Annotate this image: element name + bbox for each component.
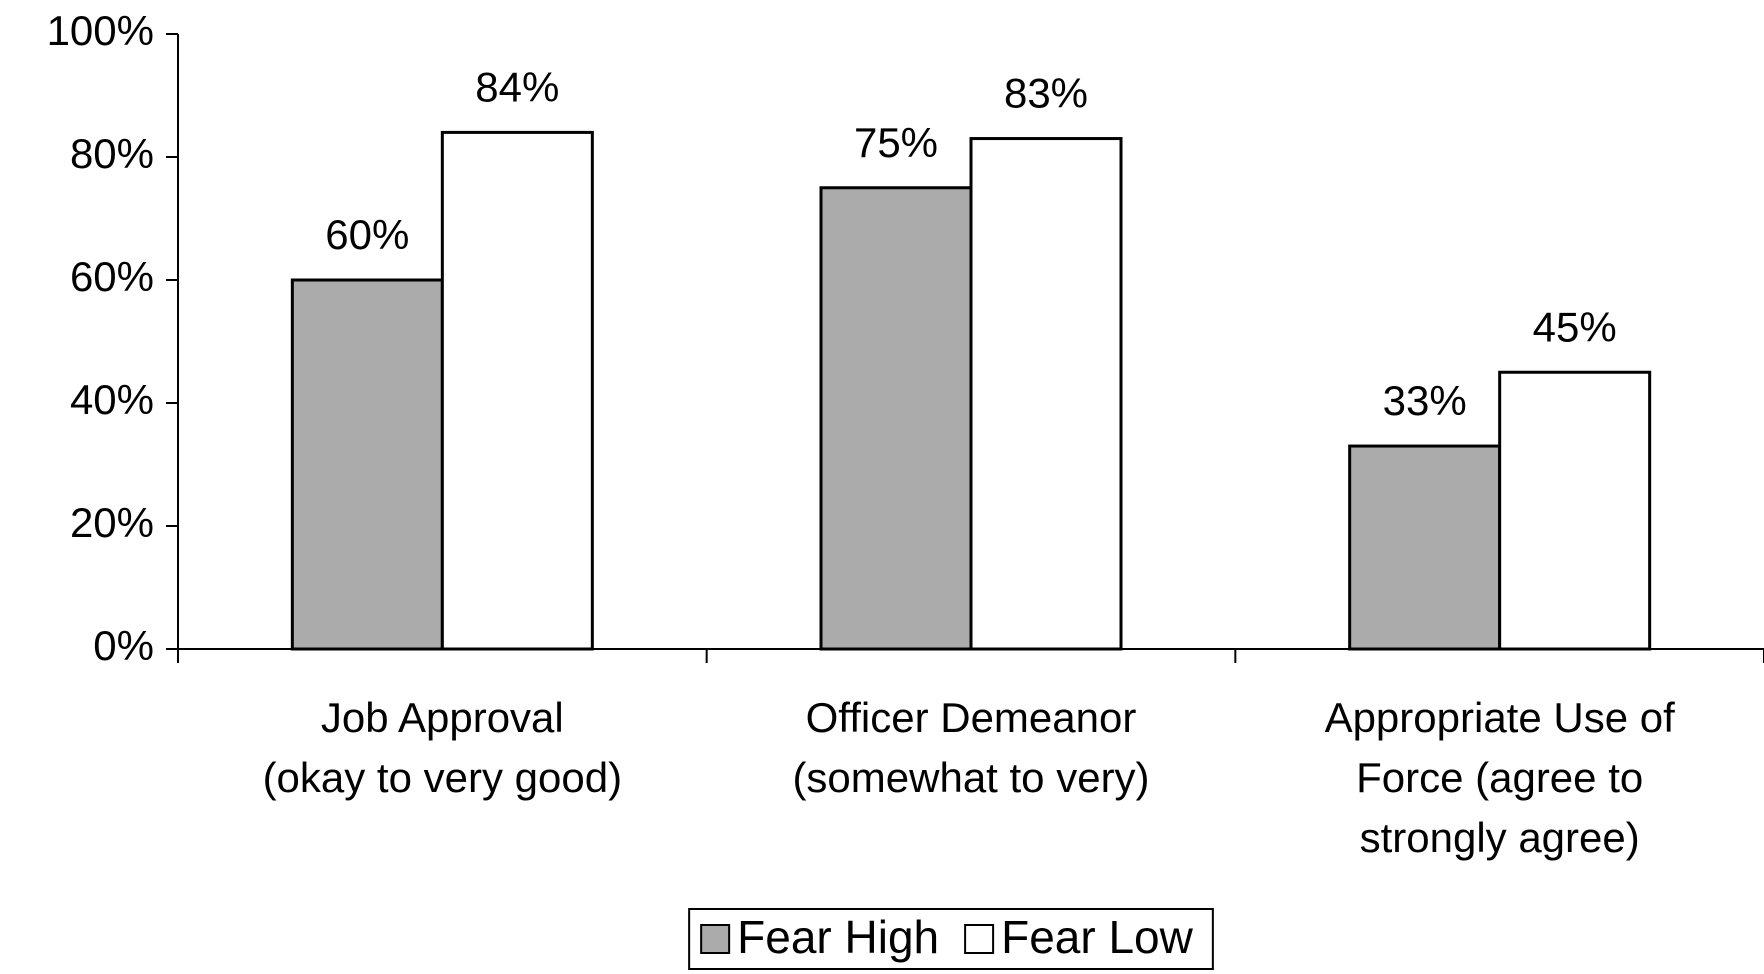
x-tick-label: Appropriate Use of Force (agree to strongl… (1325, 694, 1676, 861)
data-label: 60% (325, 211, 409, 258)
y-tick-label: 100% (47, 7, 154, 54)
data-label: 75% (854, 119, 938, 166)
legend-box (688, 908, 1214, 970)
x-tick-label-line: (somewhat to very) (792, 754, 1149, 801)
y-tick-label: 60% (70, 253, 154, 300)
data-label: 33% (1383, 377, 1467, 424)
data-label: 83% (1004, 70, 1088, 117)
y-tick-label: 80% (70, 130, 154, 177)
y-tick-label: 0% (93, 622, 154, 669)
legend: Fear High Fear Low (688, 908, 1214, 970)
data-label: 45% (1533, 303, 1617, 350)
x-tick-label-line: Appropriate Use of (1325, 694, 1676, 741)
x-tick-label: Job Approval (okay to very good) (263, 694, 623, 801)
legend-swatch (964, 924, 995, 954)
y-tick-label: 20% (70, 499, 154, 546)
legend-label: Fear High (737, 911, 939, 963)
legend-swatch (700, 924, 731, 954)
bar (1498, 370, 1652, 651)
bar (440, 130, 594, 651)
data-label: 84% (475, 63, 559, 110)
x-tick-label-line: (okay to very good) (263, 754, 623, 801)
x-tick-label: Officer Demeanor (somewhat to very) (792, 694, 1149, 801)
bar (290, 278, 444, 651)
legend-label: Fear Low (1001, 911, 1194, 963)
x-tick-label-line: strongly agree) (1360, 814, 1640, 861)
bar (1348, 444, 1502, 651)
bar (969, 137, 1123, 651)
x-tick-label-line: Force (agree to (1356, 754, 1643, 801)
x-tick-label-line: Officer Demeanor (806, 694, 1137, 741)
bar (819, 186, 973, 651)
y-tick-label: 40% (70, 376, 154, 423)
x-tick-label-line: Job Approval (321, 694, 564, 741)
